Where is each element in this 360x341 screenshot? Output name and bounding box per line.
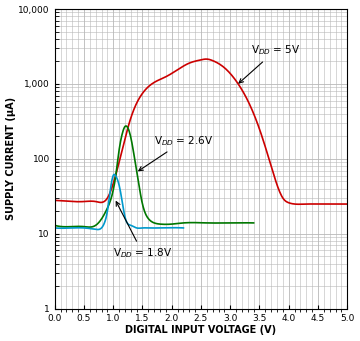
Text: V$_{DD}$ = 2.6V: V$_{DD}$ = 2.6V	[139, 134, 213, 171]
Y-axis label: SUPPLY CURRENT (μA): SUPPLY CURRENT (μA)	[5, 98, 15, 221]
Text: V$_{DD}$ = 1.8V: V$_{DD}$ = 1.8V	[113, 202, 172, 260]
X-axis label: DIGITAL INPUT VOLTAGE (V): DIGITAL INPUT VOLTAGE (V)	[125, 325, 276, 336]
Text: V$_{DD}$ = 5V: V$_{DD}$ = 5V	[239, 44, 300, 83]
